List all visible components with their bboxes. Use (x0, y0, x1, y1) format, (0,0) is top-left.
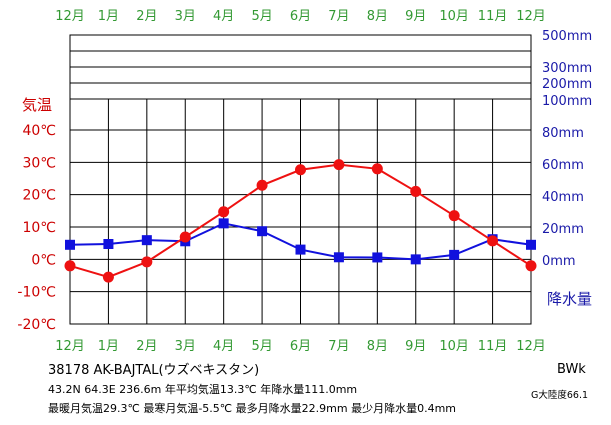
station-title: 38178 AK-BAJTAL(ウズベキスタン) (48, 363, 260, 378)
temperature-point (333, 159, 345, 171)
precipitation-point (218, 218, 229, 229)
month-label-top: 2月 (136, 9, 157, 24)
month-label-bottom: 12月 (516, 339, 546, 354)
month-label-top: 4月 (213, 9, 234, 24)
continentality-index: G大陸度66.1 (531, 390, 589, 401)
month-label-top: 8月 (367, 9, 388, 24)
precipitation-point (372, 252, 383, 263)
precipitation-point (333, 252, 344, 263)
precipitation-point (65, 239, 75, 250)
month-label-bottom: 12月 (55, 339, 85, 354)
temperature-tick-label: 20℃ (22, 188, 56, 204)
temperature-point (256, 179, 268, 191)
month-label-top: 1月 (98, 9, 119, 24)
month-label-bottom: 2月 (136, 339, 157, 354)
month-label-bottom: 6月 (290, 339, 311, 354)
month-label-bottom: 8月 (367, 339, 388, 354)
temperature-point (371, 163, 383, 175)
month-label-bottom: 9月 (405, 339, 426, 354)
chart-grid (69, 34, 532, 325)
precipitation-point (141, 235, 152, 246)
month-label-top: 10月 (439, 9, 469, 24)
month-label-bottom: 10月 (439, 339, 469, 354)
temperature-point (525, 260, 537, 272)
month-label-top: 5月 (251, 9, 272, 24)
temperature-point (448, 210, 460, 222)
temperature-tick-label: -10℃ (17, 285, 56, 301)
month-label-top: 9月 (405, 9, 426, 24)
temperature-point (218, 206, 230, 218)
month-label-bottom: 11月 (478, 339, 508, 354)
month-label-top: 12月 (516, 9, 546, 24)
month-label-bottom: 4月 (213, 339, 234, 354)
station-stats-line2: 最暖月気温29.3℃ 最寒月気温-5.5℃ 最多月降水量22.9mm 最少月降水… (48, 402, 456, 415)
precipitation-tick-label: 80mm (542, 126, 584, 141)
month-axis-top: 12月 1月 2月 3月 4月 5月 6月 7月 8月 9月 10月 11月 12月 (55, 9, 546, 24)
temperature-point (487, 235, 499, 247)
month-label-top: 12月 (55, 9, 85, 24)
month-label-bottom: 5月 (251, 339, 272, 354)
temperature-tick-label: 30℃ (22, 155, 56, 171)
temperature-tick-label: 40℃ (22, 123, 56, 139)
month-label-top: 7月 (328, 9, 349, 24)
temperature-tick-label: -20℃ (17, 317, 56, 333)
temperature-point (410, 185, 422, 197)
month-label-top: 3月 (175, 9, 196, 24)
temperature-point (179, 231, 191, 243)
temperature-tick-label: 10℃ (22, 220, 56, 236)
temperature-point (64, 260, 76, 272)
precipitation-tick-label: 20mm (542, 222, 584, 237)
precipitation-tick-label: 300mm (542, 61, 592, 76)
precipitation-tick-label: 500mm (542, 29, 592, 44)
precipitation-point (295, 244, 306, 255)
temperature-axis: 40℃ 30℃ 20℃ 10℃ 0℃ -10℃ -20℃ (17, 123, 56, 333)
series-layer (64, 159, 537, 283)
climate-classification: BWk (557, 362, 586, 377)
month-label-bottom: 7月 (328, 339, 349, 354)
precipitation-point (103, 239, 114, 249)
temperature-point (141, 256, 153, 268)
precipitation-point (526, 239, 536, 250)
precipitation-tick-label: 0mm (542, 254, 576, 269)
month-axis-bottom: 12月 1月 2月 3月 4月 5月 6月 7月 8月 9月 10月 11月 12月 (55, 339, 546, 354)
temperature-point (295, 164, 306, 176)
precipitation-point (257, 226, 268, 237)
precipitation-point (410, 254, 421, 265)
precipitation-tick-label: 60mm (542, 158, 584, 173)
month-label-top: 11月 (478, 9, 508, 24)
precipitation-tick-label: 200mm (542, 77, 592, 92)
precipitation-tick-label: 40mm (542, 190, 584, 205)
precipitation-point (449, 249, 460, 260)
temperature-point (102, 271, 114, 283)
precipitation-axis-label: 降水量 (547, 290, 592, 308)
month-label-bottom: 3月 (175, 339, 196, 354)
month-label-top: 6月 (290, 9, 311, 24)
station-stats-line1: 43.2N 64.3E 236.6m 年平均気温13.3℃ 年降水量111.0m… (48, 383, 358, 396)
month-label-bottom: 1月 (98, 339, 119, 354)
temperature-tick-label: 0℃ (31, 252, 56, 268)
precipitation-tick-label: 100mm (542, 94, 592, 109)
temperature-axis-label: 気温 (22, 96, 52, 114)
